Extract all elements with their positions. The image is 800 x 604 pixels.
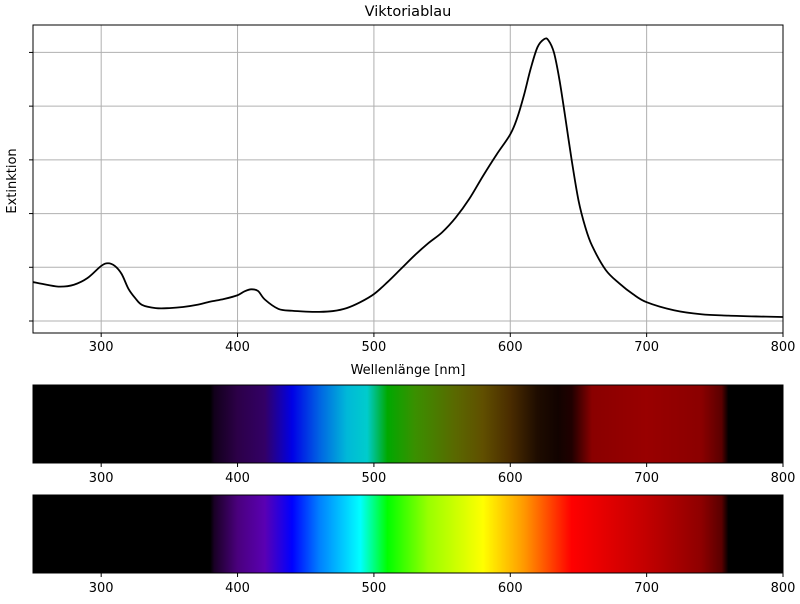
x-tick-label: 400 [225,340,250,355]
spectrum-strip-full [32,494,784,574]
spectrum-bar-absorbed: 300 400 500 600 700 800 [32,384,796,486]
x-axis-label: Wellenlänge [nm] [351,363,466,378]
x-tick-label: 800 [771,340,796,355]
x-tick-label: 300 [89,340,114,355]
spectrum-tick-label: 800 [771,471,796,486]
x-axis-ticks: 300 400 500 600 700 800 [89,333,796,355]
spectrum-strip-absorbed [32,384,784,464]
x-tick-label: 600 [498,340,523,355]
spectrum-tick-label: 800 [771,581,796,596]
series-layer [33,37,783,318]
y-axis-label: Extinktion [5,148,20,213]
spectrum-tick-label: 700 [634,471,659,486]
spectrum-bar-full: 300 400 500 600 700 800 [32,494,796,596]
chart-title: Viktoriablau [365,4,452,20]
plot-frame [32,24,784,334]
x-tick-label: 500 [361,340,386,355]
spectrum-tick-label: 400 [225,581,250,596]
spectrum-tick-label: 600 [498,581,523,596]
spectrum-tick-label: 500 [361,471,386,486]
spectrum-ticks-absorbed: 300 400 500 600 700 800 [89,463,796,486]
grid-lines [33,25,783,333]
plot-area [33,25,783,333]
absorbance-curve [33,37,783,318]
spectrum-tick-label: 400 [225,471,250,486]
spectrum-tick-label: 500 [361,581,386,596]
spectrum-ticks-full: 300 400 500 600 700 800 [89,573,796,596]
spectrum-tick-label: 600 [498,471,523,486]
spectrum-tick-label: 300 [89,471,114,486]
x-tick-label: 700 [634,340,659,355]
spectrum-tick-label: 300 [89,581,114,596]
spectrum-tick-label: 700 [634,581,659,596]
absorption-chart: 300 400 500 600 700 800 Viktoriablau Wellenlä… [5,4,795,378]
y-axis-ticks [29,51,33,322]
